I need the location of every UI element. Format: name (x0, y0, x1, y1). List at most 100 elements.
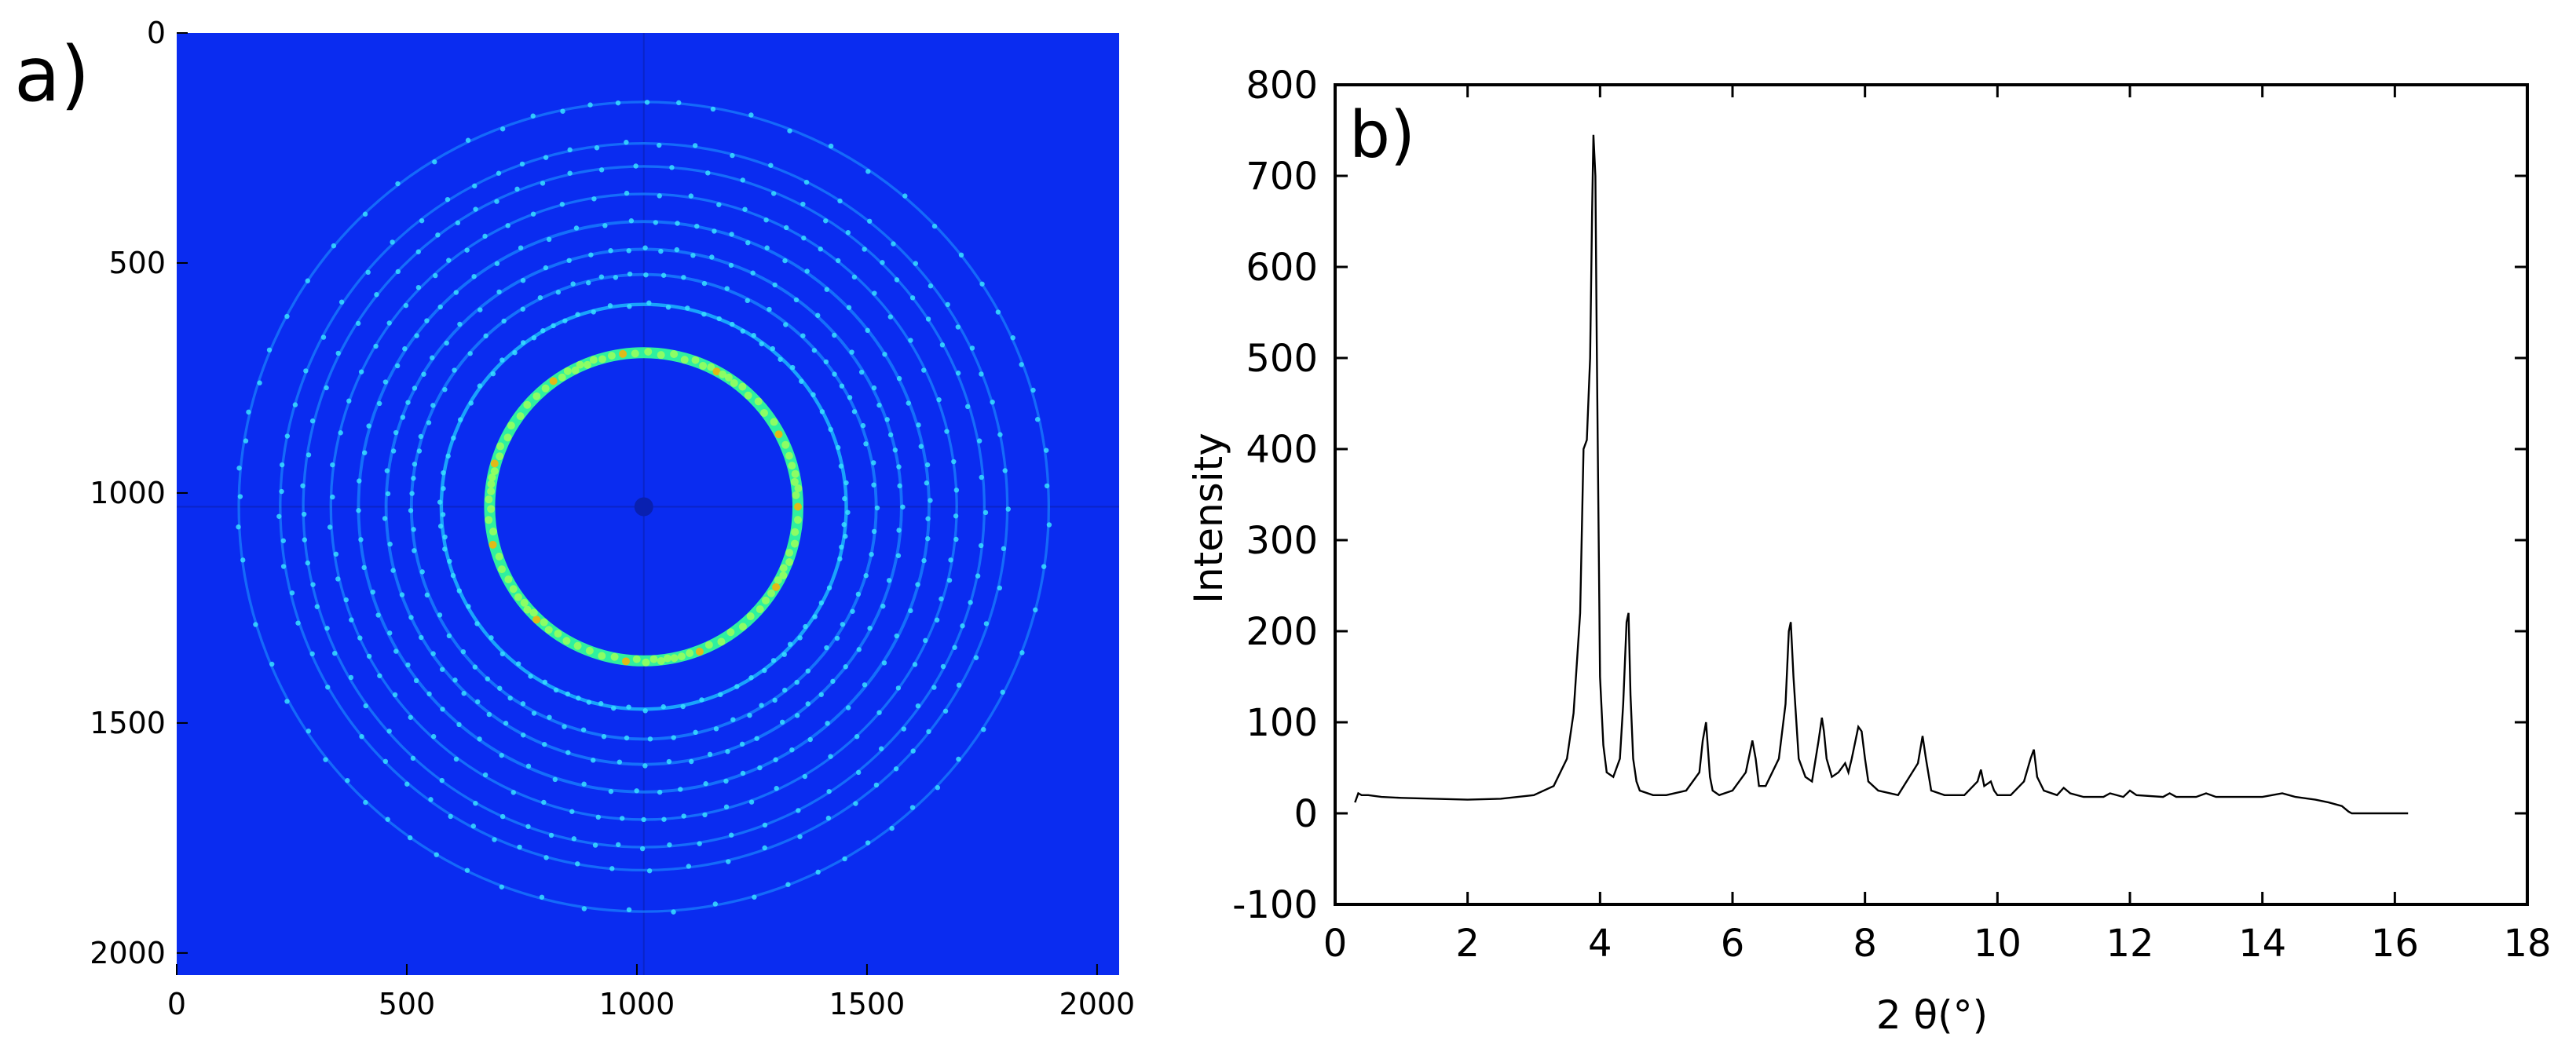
ring-spot (779, 571, 788, 579)
ring-spot (734, 684, 740, 689)
ring-spot (797, 635, 803, 641)
ring-spot (569, 809, 575, 814)
ring-spot (439, 777, 445, 784)
ring-spot (975, 573, 981, 579)
ring-spot (571, 366, 580, 374)
ring-spot (292, 402, 298, 407)
ring-spot (936, 396, 942, 403)
ring-spot (794, 713, 800, 718)
ring-spot (348, 674, 354, 681)
y-tick-label: 400 (1246, 428, 1318, 472)
ring-spot (956, 756, 961, 762)
ring-spot (779, 564, 788, 572)
ring-spot (990, 399, 995, 405)
ring-spot (490, 371, 496, 377)
ring-spot (851, 274, 858, 280)
ring-spot (302, 537, 308, 542)
ring-spot (900, 504, 906, 510)
ring-spot (591, 758, 596, 763)
ring-spot (408, 615, 414, 620)
ring-spot (544, 626, 553, 634)
ring-spot (573, 225, 580, 231)
ring-spot (997, 585, 1003, 591)
ring-spot (453, 290, 459, 295)
x-axis-label: 2 θ(°) (1876, 992, 1988, 1038)
ring-spot (666, 758, 672, 765)
ring-spot (716, 316, 722, 322)
ring-spot (702, 812, 708, 818)
ring-spot (871, 385, 877, 391)
ring-spot (750, 270, 756, 276)
x-tick-label: 16 (2371, 922, 2419, 966)
ring-spot (718, 692, 723, 697)
diffraction-ring-9 (237, 100, 1051, 913)
ring-spot (284, 313, 290, 320)
ring-spot (835, 444, 841, 451)
ring-spot (516, 661, 521, 667)
ring-spot (520, 306, 525, 312)
ring-spot (483, 333, 488, 339)
ring-spot (663, 654, 671, 663)
ring-spot (452, 367, 457, 373)
ring-spot (770, 418, 778, 426)
ring-spot (944, 429, 950, 434)
ring-spot (639, 846, 646, 852)
ring-spot (412, 462, 418, 467)
ring-spot (453, 756, 459, 762)
ring-spot (791, 469, 800, 478)
ring-spot (912, 662, 918, 667)
ring-spot (658, 248, 664, 254)
ring-spot (419, 217, 425, 224)
ring-spot (772, 282, 778, 288)
ring-spot (531, 335, 537, 341)
ring-spot (906, 400, 911, 406)
ring-spot (499, 651, 506, 657)
ring-spot (409, 491, 415, 496)
ring-spot (280, 564, 287, 569)
ring-spot (626, 248, 631, 254)
ring-spot (450, 572, 456, 579)
ring-spot (712, 901, 718, 907)
panel-a-y-tick-label: 1500 (90, 706, 166, 740)
panel-a-label: a) (14, 31, 90, 119)
ring-spot (723, 778, 729, 784)
panel-b-intensity-plot: 0 2 4 6 8 10 12 14 16 18-100010020030040050060070… (1186, 64, 2552, 1038)
ring-spot (797, 834, 803, 839)
ring-spot (790, 539, 799, 548)
ring-spot (794, 502, 803, 511)
ring-spot (549, 377, 558, 385)
ring-spot (1000, 689, 1005, 695)
ring-spot (240, 557, 246, 563)
ring-spot (1002, 468, 1008, 473)
ring-spot (782, 258, 788, 264)
ring-spot (745, 239, 751, 246)
ring-spot (357, 635, 363, 641)
ring-spot (675, 221, 680, 226)
ring-spot (539, 894, 545, 900)
panel-a-detector-image: a) 0 500 1000 1500 2000 0 500 1000 1500 2000 (14, 16, 1135, 1021)
ring-spot (327, 524, 333, 530)
ring-spot (921, 367, 927, 373)
ring-spot (740, 770, 746, 776)
ring-spot (723, 804, 730, 810)
ring-spot (338, 299, 345, 305)
ring-spot (464, 247, 470, 253)
ring-spot (306, 729, 312, 734)
ring-spot (488, 635, 494, 641)
ring-spot (691, 356, 700, 364)
ring-spot (598, 274, 605, 279)
ring-spot (757, 765, 763, 771)
ring-spot (345, 778, 350, 784)
ring-spot (764, 245, 770, 250)
ring-spot (393, 429, 399, 436)
ring-spot (712, 228, 717, 234)
ring-spot (968, 600, 973, 605)
ring-spot (760, 408, 769, 417)
ring-spot (788, 462, 796, 470)
ring-spot (871, 482, 876, 488)
ring-spot (567, 170, 573, 176)
ring-spot (269, 661, 275, 667)
ring-spot (955, 371, 961, 376)
ring-spot (408, 714, 413, 720)
ring-spot (624, 190, 630, 196)
